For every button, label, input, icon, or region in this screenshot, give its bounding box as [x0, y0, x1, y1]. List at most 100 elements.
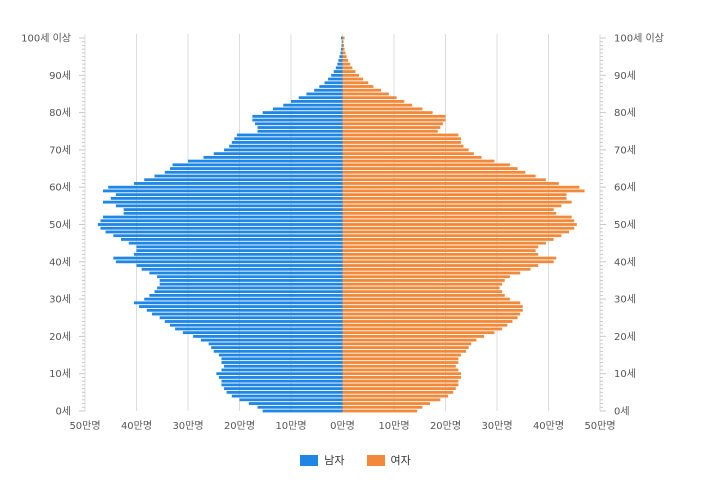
bar-female — [342, 182, 559, 185]
bar-female — [342, 301, 521, 305]
bar-male — [169, 323, 343, 327]
bar-female — [342, 155, 482, 159]
bar-female — [342, 66, 353, 70]
bar-female — [342, 286, 500, 290]
bar-female — [342, 167, 518, 170]
bar-male — [236, 133, 343, 137]
bar-female — [342, 204, 562, 208]
bar-male — [314, 88, 343, 92]
bar-male — [218, 353, 343, 357]
bar-female — [342, 208, 554, 211]
bar-female — [342, 364, 456, 368]
bar-male — [159, 282, 343, 286]
bar-male — [213, 349, 343, 353]
bar-male — [188, 159, 343, 163]
bar-female — [342, 193, 567, 197]
bar-female — [342, 394, 449, 398]
legend-swatch-female — [366, 454, 385, 466]
bar-male — [159, 279, 343, 282]
bar-female — [342, 189, 585, 193]
bar-male — [115, 260, 343, 264]
bar-female — [342, 88, 382, 92]
x-tick-label: 20만명 — [430, 420, 461, 432]
bar-female — [342, 409, 418, 413]
bar-male — [248, 402, 343, 405]
bar-male — [340, 47, 343, 51]
bar-female — [342, 245, 539, 249]
bar-male — [328, 77, 343, 81]
y-tick-label-right: 90세 — [614, 70, 636, 82]
bar-female — [342, 114, 446, 118]
bar-female — [342, 305, 523, 308]
bar-male — [139, 305, 343, 308]
bar-male — [257, 126, 343, 129]
bar-male — [254, 122, 343, 126]
bar-female — [342, 70, 356, 73]
legend-item-male[interactable]: 남자 — [300, 452, 345, 468]
bar-male — [136, 264, 343, 267]
y-tick-label-right: 40세 — [614, 256, 636, 268]
bar-male — [144, 297, 343, 301]
bar-female — [342, 159, 495, 163]
bar-male — [110, 196, 343, 200]
bar-female — [342, 129, 438, 133]
y-tick-label-left: 0세 — [55, 406, 71, 418]
bar-male — [149, 271, 343, 275]
bar-male — [257, 405, 343, 409]
bar-female — [342, 103, 413, 107]
bar-male — [231, 141, 343, 144]
bar-female — [342, 137, 461, 141]
bar-female — [342, 111, 433, 115]
legend-item-female[interactable]: 여자 — [366, 452, 411, 468]
bar-female — [342, 379, 459, 383]
bar-female — [342, 141, 461, 144]
bar-male — [200, 338, 343, 342]
bar-female — [342, 219, 575, 223]
bar-female — [342, 279, 505, 282]
bar-male — [262, 409, 343, 413]
x-tick-label: 40만명 — [533, 420, 564, 432]
x-tick-label: 50만명 — [584, 420, 615, 432]
bar-male — [262, 111, 343, 115]
bar-male — [319, 85, 343, 88]
x-tick-label: 10만명 — [378, 420, 409, 432]
y-tick-label-right: 80세 — [614, 107, 636, 119]
bar-male — [331, 73, 343, 77]
bar-male — [221, 368, 343, 372]
bar-male — [157, 275, 343, 279]
bar-male — [154, 290, 343, 294]
bar-female — [342, 211, 557, 215]
bar-female — [342, 353, 461, 357]
bar-female — [342, 51, 346, 55]
legend: 남자 여자 — [0, 452, 711, 468]
bar-male — [218, 376, 343, 379]
bar-male — [333, 70, 343, 73]
bar-female — [342, 118, 446, 122]
bar-female — [342, 238, 554, 241]
bar-female — [342, 36, 345, 40]
bar-female — [342, 327, 503, 331]
bar-male — [105, 230, 343, 234]
y-tick-label-right: 0세 — [614, 406, 630, 418]
bar-female — [342, 55, 347, 59]
bar-female — [342, 331, 495, 335]
y-tick-label-left: 20세 — [49, 331, 71, 343]
bar-male — [103, 215, 343, 219]
bar-female — [342, 387, 456, 391]
bar-male — [108, 185, 343, 189]
y-tick-label-right: 60세 — [614, 182, 636, 194]
y-tick-label-right: 100세 이상 — [614, 33, 664, 45]
bar-male — [115, 204, 343, 208]
bar-female — [342, 133, 459, 137]
bar-female — [342, 223, 577, 226]
bar-male — [341, 44, 343, 47]
y-tick-label-left: 60세 — [49, 182, 71, 194]
bar-male — [141, 267, 343, 271]
bar-male — [340, 51, 343, 55]
bar-female — [342, 81, 369, 85]
y-tick-label-left: 10세 — [49, 368, 71, 380]
bar-male — [340, 36, 343, 40]
y-tick-label-left: 80세 — [49, 107, 71, 119]
x-tick-label: 20만명 — [224, 420, 255, 432]
bar-female — [342, 73, 359, 77]
